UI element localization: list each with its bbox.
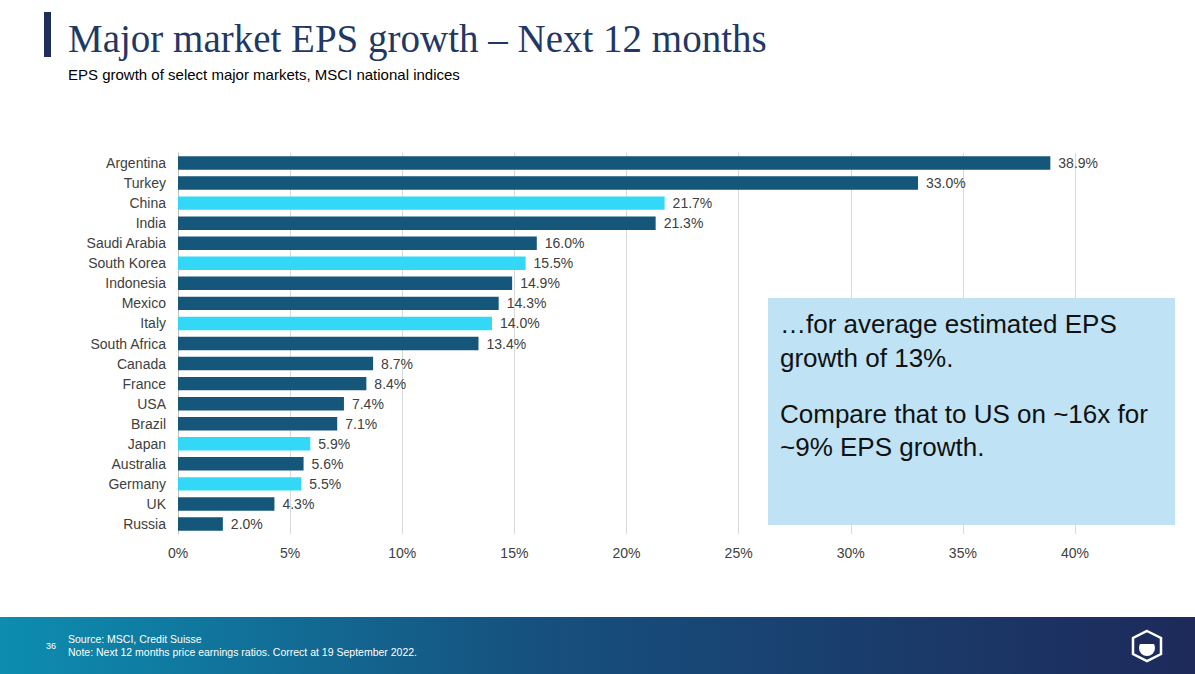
svg-text:4.3%: 4.3% xyxy=(282,496,314,512)
svg-text:5.5%: 5.5% xyxy=(309,476,341,492)
svg-text:33.0%: 33.0% xyxy=(926,175,966,191)
svg-text:5.9%: 5.9% xyxy=(318,436,350,452)
svg-text:South Africa: South Africa xyxy=(91,336,167,352)
svg-text:Russia: Russia xyxy=(123,516,166,532)
svg-text:14.3%: 14.3% xyxy=(507,295,547,311)
html-text:Major market EPS growth – Next: Major market EPS growth – Next 12 months xyxy=(68,17,767,60)
html-text:Compare that to US on ~16x for: Compare that to US on ~16x for ~9% EPS g… xyxy=(780,398,1148,463)
svg-text:USA: USA xyxy=(137,396,166,412)
svg-text:South Korea: South Korea xyxy=(88,255,166,271)
svg-text:10%: 10% xyxy=(388,545,416,561)
svg-text:21.7%: 21.7% xyxy=(673,195,713,211)
svg-text:Italy: Italy xyxy=(140,315,166,331)
svg-text:7.4%: 7.4% xyxy=(352,396,384,412)
svg-text:UK: UK xyxy=(147,496,167,512)
svg-text:14.9%: 14.9% xyxy=(520,275,560,291)
svg-text:China: China xyxy=(129,195,166,211)
svg-text:15%: 15% xyxy=(500,545,528,561)
svg-text:7.1%: 7.1% xyxy=(345,416,377,432)
svg-text:38.9%: 38.9% xyxy=(1058,155,1098,171)
html-text:Note: Next 12 months price ear: Note: Next 12 months price earnings rati… xyxy=(68,646,417,659)
svg-text:35%: 35% xyxy=(949,545,977,561)
html-text:36: 36 xyxy=(46,641,56,651)
svg-text:Australia: Australia xyxy=(112,456,167,472)
svg-text:13.4%: 13.4% xyxy=(486,336,526,352)
svg-text:15.5%: 15.5% xyxy=(534,255,574,271)
html-text:Source: MSCI, Credit Suisse: Source: MSCI, Credit Suisse xyxy=(68,633,202,645)
svg-text:France: France xyxy=(122,376,166,392)
svg-text:30%: 30% xyxy=(837,545,865,561)
svg-text:2.0%: 2.0% xyxy=(231,516,263,532)
svg-text:0%: 0% xyxy=(168,545,188,561)
svg-text:8.4%: 8.4% xyxy=(374,376,406,392)
svg-text:40%: 40% xyxy=(1061,545,1089,561)
svg-text:16.0%: 16.0% xyxy=(545,235,585,251)
svg-text:5%: 5% xyxy=(280,545,300,561)
svg-text:Argentina: Argentina xyxy=(106,155,166,171)
html-text:EPS growth of select major mar: EPS growth of select major markets, MSCI… xyxy=(68,66,460,83)
svg-text:Saudi Arabia: Saudi Arabia xyxy=(87,235,167,251)
svg-text:14.0%: 14.0% xyxy=(500,315,540,331)
svg-text:Japan: Japan xyxy=(128,436,166,452)
svg-text:India: India xyxy=(136,215,167,231)
svg-text:Brazil: Brazil xyxy=(131,416,166,432)
svg-text:Germany: Germany xyxy=(108,476,166,492)
svg-text:25%: 25% xyxy=(725,545,753,561)
svg-text:Mexico: Mexico xyxy=(122,295,167,311)
svg-text:5.6%: 5.6% xyxy=(312,456,344,472)
svg-text:Indonesia: Indonesia xyxy=(105,275,166,291)
svg-text:Turkey: Turkey xyxy=(124,175,166,191)
svg-text:21.3%: 21.3% xyxy=(664,215,704,231)
svg-text:Canada: Canada xyxy=(117,356,166,372)
html-text:…for average estimated EPS gro: …for average estimated EPS growth of 13%… xyxy=(780,309,1117,373)
svg-text:20%: 20% xyxy=(612,545,640,561)
svg-text:8.7%: 8.7% xyxy=(381,356,413,372)
